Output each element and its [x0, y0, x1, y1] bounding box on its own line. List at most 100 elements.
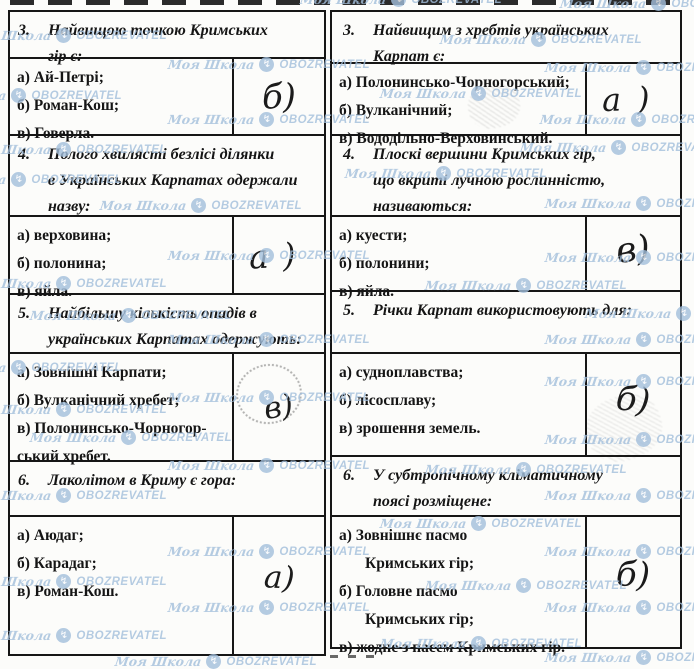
obozrevatel-logo-icon: ↯	[206, 654, 222, 669]
answer-cell: в)	[587, 217, 680, 290]
question-number: 5.	[343, 302, 355, 319]
question-line: У субтропічному кліматичному	[373, 467, 603, 484]
options-list: а) Зовнішні Карпати; б) Вулканічний хребе…	[10, 354, 234, 465]
answer-cell: в)	[234, 354, 324, 460]
handwritten-answer: в)	[614, 227, 653, 272]
question-lines: Найвищим з хребтів українських Карпат є:	[373, 18, 676, 70]
handwritten-answer: а)	[247, 233, 311, 277]
question-line: називаються:	[373, 198, 473, 215]
option-line: в) Полонинсько-Чорногор-	[17, 420, 207, 437]
question-block-6-left: 6. Лаколітом в Криму є гора: а) Аюдаг; б)…	[10, 462, 324, 654]
answer-cell: а)	[234, 517, 324, 654]
options-list: а) Аюдаг; б) Карадаг; в) Роман-Кош.	[10, 517, 234, 654]
option-line: б) Вулканічний хребет;	[17, 392, 180, 409]
question-line: поясі розміщене:	[373, 493, 493, 510]
question-number: 6.	[18, 472, 30, 489]
answer-cell: б)	[234, 59, 324, 134]
question-line: Річки Карпат використовують для:	[373, 302, 633, 319]
watermark-group: Моя Школа ↯ OBOZREVATEL	[114, 654, 318, 669]
question-block-6-right: 6. У субтропічному кліматичному поясі роз…	[332, 457, 680, 656]
question-line: українських Карпатах одержують:	[48, 331, 302, 348]
option-line: Кримських гір;	[365, 611, 475, 628]
option-line: б) Карадаг;	[17, 555, 97, 572]
option-line: б) Вулканічний;	[339, 102, 453, 119]
handwritten-answer: б)	[615, 554, 652, 596]
option-line: в) жодне з пасем Кримських гір.	[339, 639, 566, 656]
option-line: в) Говерла.	[17, 125, 95, 142]
question-lines: Плоскі вершини Кримських гір, що вкриті л…	[373, 142, 676, 220]
question-number: 6.	[343, 467, 355, 484]
torn-edge-top-left	[10, 0, 330, 5]
question-block-5-right: 5. Річки Карпат використовують для: а) с…	[332, 292, 680, 457]
torn-edge-bottom	[330, 655, 376, 658]
option-line: а) верховина;	[17, 227, 112, 244]
question-text: 4. Плоскі вершини Кримських гір, що вкрит…	[332, 136, 680, 217]
question-line: назву:	[48, 198, 91, 215]
question-block-4-left: 4. Полого хвилясті безлісі ділянки в Укра…	[10, 136, 324, 300]
question-line: Найбільшу кількість опадів в	[48, 305, 257, 322]
question-column-right: 3. Найвищим з хребтів українських Карпат …	[330, 10, 682, 656]
question-text: 3. Найвищою точкою Кримських гір є:	[10, 12, 324, 65]
option-line: а) Аюдаг;	[17, 527, 84, 544]
options-list: а) судноплавства; б) лісосплаву; в) зрошен…	[332, 354, 587, 455]
question-number: 5.	[18, 305, 30, 322]
option-line: а) Зовнішні Карпати;	[17, 364, 167, 381]
question-lines: У субтропічному кліматичному поясі розміщ…	[373, 463, 676, 515]
option-line: а) куести;	[339, 227, 408, 244]
handwritten-answer: а)	[601, 78, 666, 120]
option-line: б) Головне пасмо	[339, 583, 458, 600]
watermark-brand-label: OBOZREVATEL	[226, 655, 318, 668]
question-line: Найвищим з хребтів українських	[373, 22, 609, 39]
handwritten-answer: б)	[614, 377, 653, 422]
option-line: б) Роман-Кош;	[17, 97, 120, 114]
option-line: в) зрошення земель.	[339, 420, 481, 437]
question-block-4-right: 4. Плоскі вершини Кримських гір, що вкрит…	[332, 136, 680, 300]
answer-cell: а)	[587, 64, 680, 134]
question-lines: Річки Карпат використовують для:	[373, 298, 676, 324]
option-line: ський хребет.	[17, 448, 111, 465]
option-line: в) яйла.	[339, 283, 395, 300]
question-line: Плоскі вершини Кримських гір,	[373, 146, 596, 163]
question-number: 4.	[343, 146, 355, 163]
watermark-brand-label: OBOZREVATEL	[656, 651, 694, 664]
question-number: 3.	[343, 22, 355, 39]
option-line: а) Ай-Петрі;	[17, 69, 104, 86]
question-text: 3. Найвищим з хребтів українських Карпат …	[332, 12, 680, 65]
options-list: а) куести; б) полонини; в) яйла.	[332, 217, 587, 300]
obozrevatel-logo-icon: ↯	[636, 650, 652, 665]
question-block-3-right: 3. Найвищим з хребтів українських Карпат …	[332, 12, 680, 147]
question-text: 5. Річки Карпат використовують для:	[332, 292, 680, 354]
options-list: а) Ай-Петрі; б) Роман-Кош; в) Говерла.	[10, 59, 234, 142]
option-line: Кримських гір;	[365, 555, 475, 572]
options-list: а) Полонинсько-Чорногорський; б) Вулканіч…	[332, 64, 587, 147]
handwritten-answer: б)	[261, 75, 297, 118]
bolt-glyph: ↯	[209, 655, 219, 667]
question-line: гір є:	[48, 48, 83, 65]
question-line: що вкриті лучною рослинністю,	[373, 172, 606, 189]
option-line: б) полонини;	[339, 255, 430, 272]
handwritten-answer: а)	[262, 558, 296, 597]
option-line: а) Полонинсько-Чорногорський;	[339, 74, 570, 91]
question-lines: Лаколітом в Криму є гора:	[48, 468, 320, 494]
question-line: Найвищою точкою Кримських	[48, 22, 268, 39]
option-line: а) судноплавства;	[339, 364, 464, 381]
watermark-school-label: Моя Школа	[0, 172, 8, 187]
question-lines: Найвищою точкою Кримських гір є:	[48, 18, 320, 70]
question-lines: Найбільшу кількість опадів в українських …	[48, 301, 320, 353]
question-column-left: 3. Найвищою точкою Кримських гір є: а) Ай…	[8, 10, 326, 656]
option-line: б) полонина;	[17, 255, 107, 272]
question-lines: Полого хвилясті безлісі ділянки в Українс…	[48, 142, 320, 220]
options-list: а) Зовнішнє пасмо Кримських гір; б) Головн…	[332, 517, 587, 656]
watermark-school-label: Моя Школа	[0, 360, 8, 375]
bolt-glyph: ↯	[639, 651, 649, 663]
options-list: а) верховина; б) полонина; в) яйла.	[10, 217, 234, 300]
question-line: Карпат є:	[373, 48, 446, 65]
question-line: Полого хвилясті безлісі ділянки	[48, 146, 275, 163]
option-line: б) лісосплаву;	[339, 392, 437, 409]
option-line: а) Зовнішнє пасмо	[339, 527, 468, 544]
question-line: в Українських Карпатах одержали	[48, 172, 298, 189]
answer-cell: б)	[587, 517, 680, 647]
question-text: 4. Полого хвилясті безлісі ділянки в Укра…	[10, 136, 324, 217]
answer-cell: б)	[587, 354, 680, 455]
